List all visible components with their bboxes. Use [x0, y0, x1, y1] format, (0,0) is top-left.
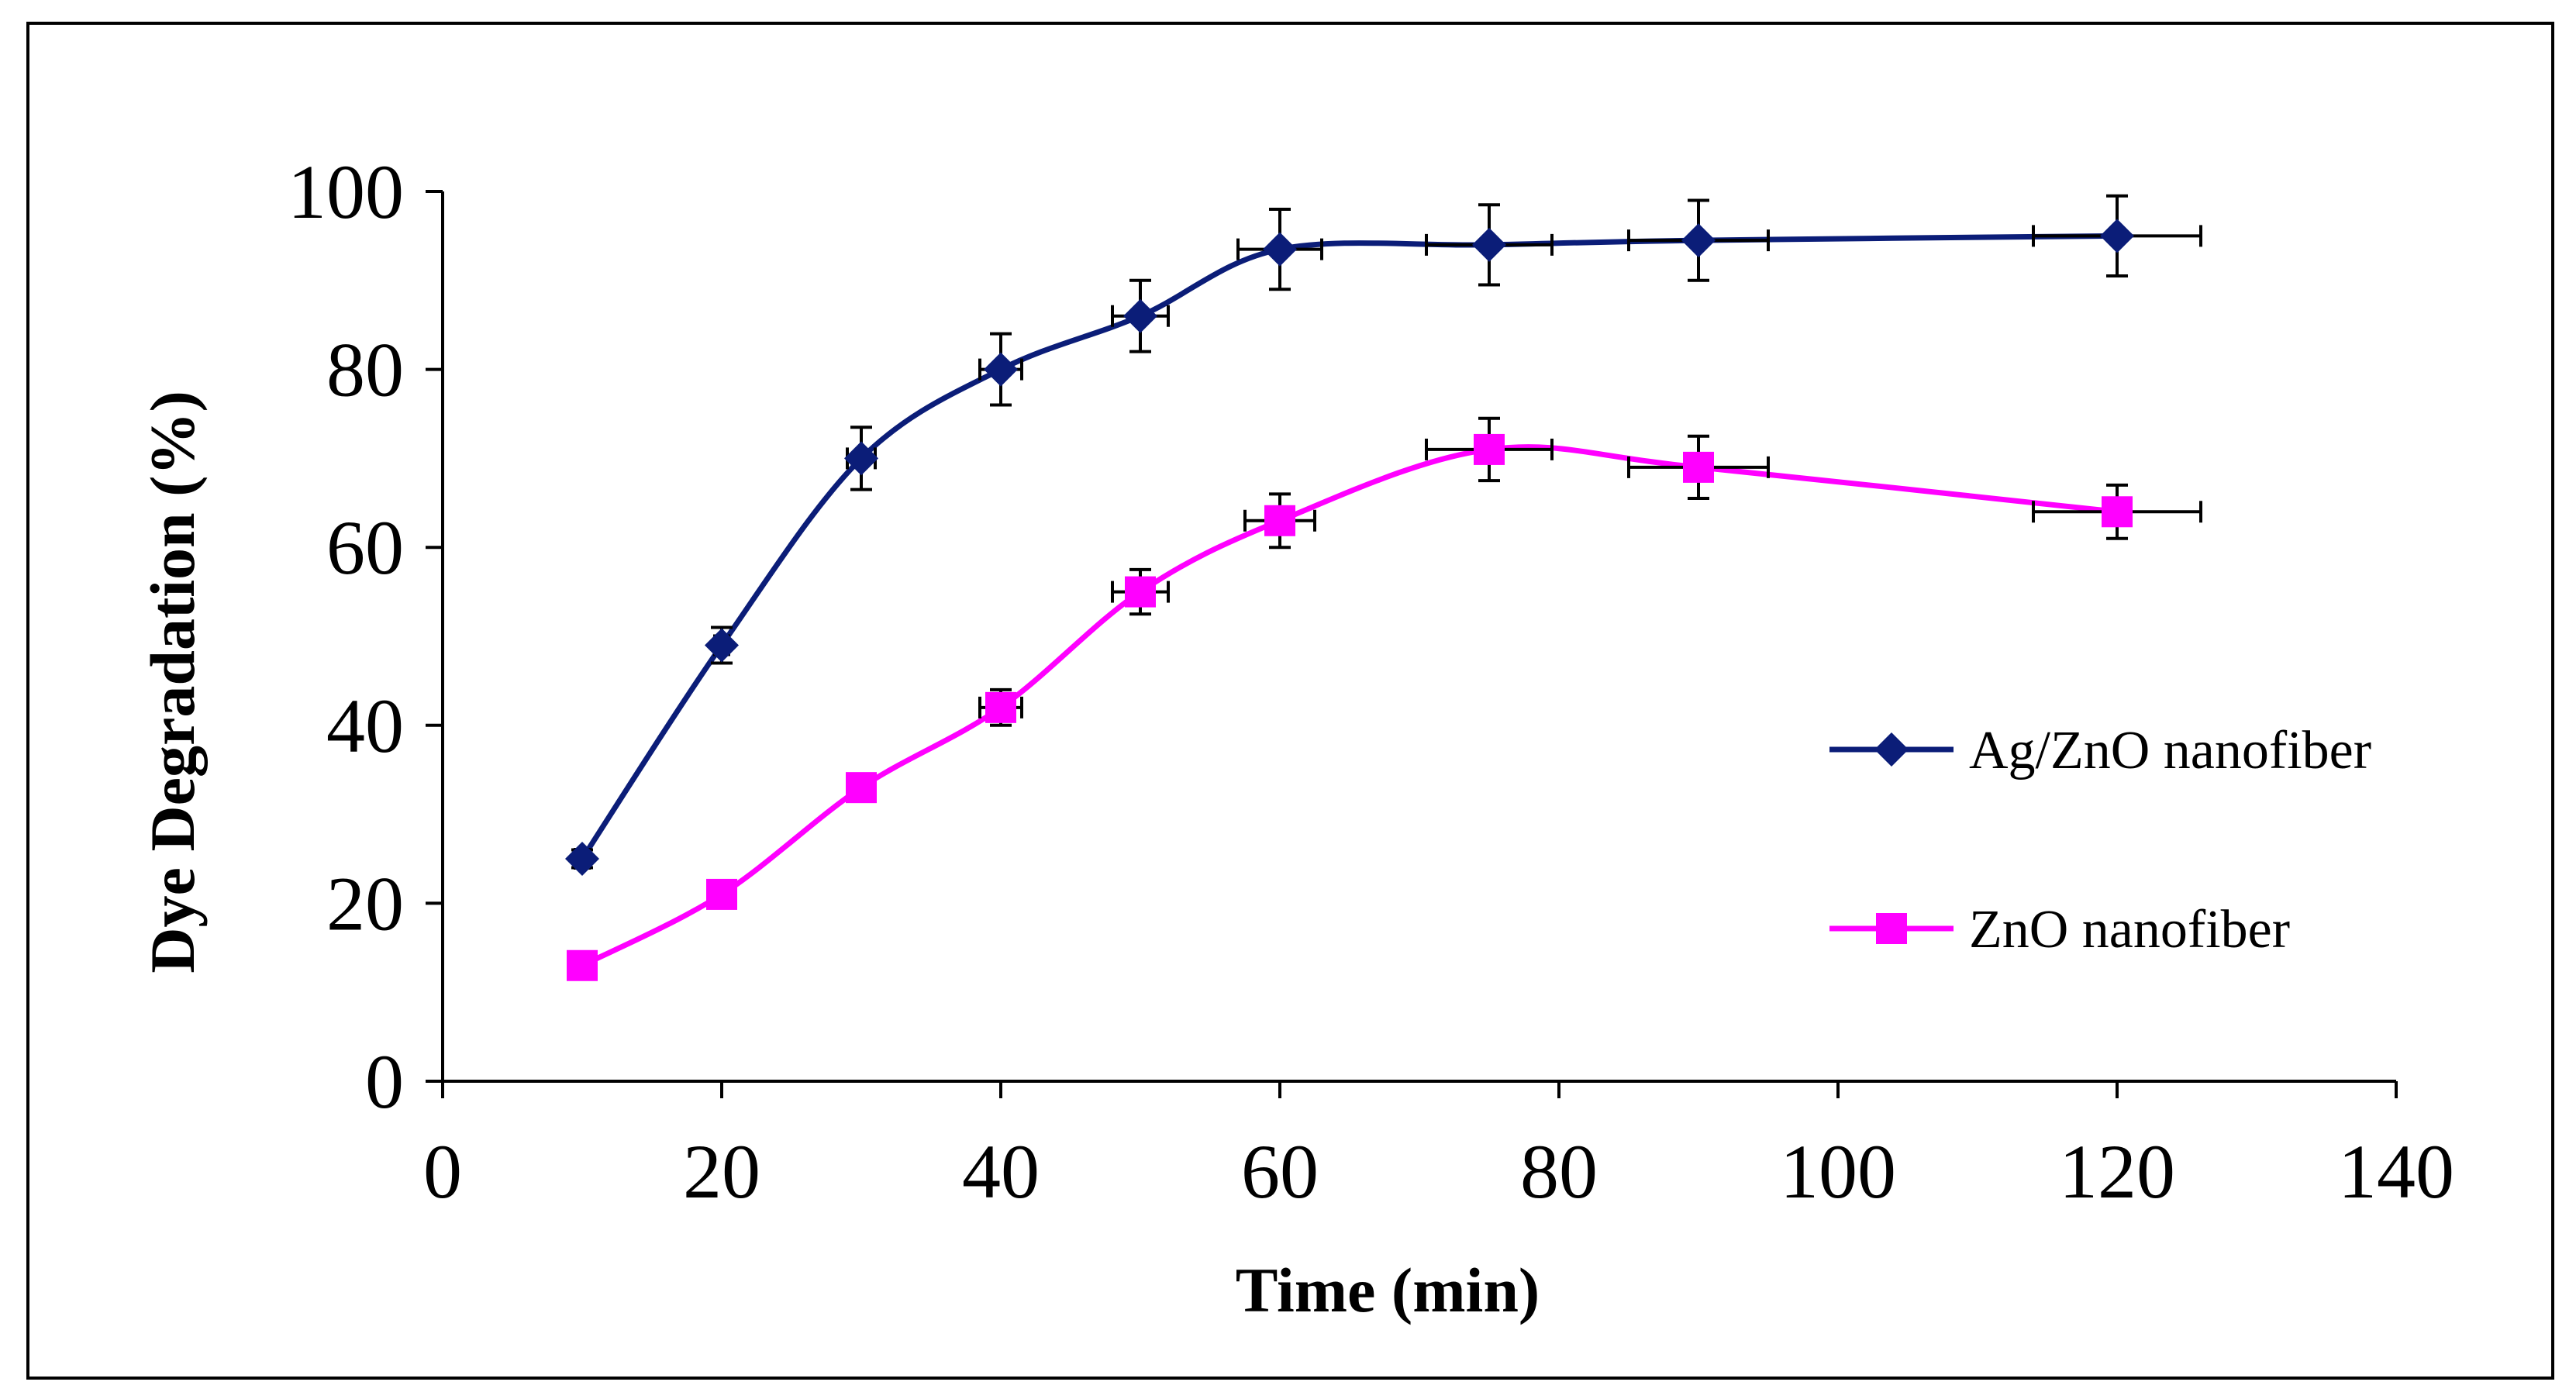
data-point: [567, 949, 598, 981]
x-tick-label: 80: [1520, 1129, 1598, 1215]
legend-marker: [1874, 732, 1909, 767]
data-point: [1125, 576, 1156, 608]
series-zno: [567, 416, 2202, 981]
legend: Ag/ZnO nanofiber ZnO nanofiber: [1829, 721, 2371, 960]
data-point: [984, 352, 1018, 387]
y-tick-label: 0: [365, 1039, 404, 1125]
series-ag-zno: [565, 194, 2202, 876]
data-point: [1472, 227, 1506, 262]
y-tick-label: 40: [326, 683, 404, 769]
data-point: [985, 691, 1016, 723]
x-tick-label: 40: [962, 1129, 1040, 1215]
x-tick-label: 140: [2338, 1129, 2454, 1215]
data-point: [1123, 298, 1157, 333]
data-point: [1681, 223, 1716, 258]
series-layer: [565, 194, 2202, 981]
y-axis-title: Dye Degradation (%): [137, 391, 208, 973]
data-point: [846, 772, 877, 804]
data-point: [565, 842, 599, 876]
data-point: [705, 628, 739, 663]
data-point: [1263, 232, 1297, 267]
y-tick-label: 100: [288, 149, 404, 235]
data-point: [2100, 219, 2134, 253]
legend-item: ZnO nanofiber: [1829, 900, 2290, 960]
x-tick-label: 60: [1241, 1129, 1319, 1215]
legend-item: Ag/ZnO nanofiber: [1829, 721, 2371, 780]
axes: 0 20 40 60 80 100 120 140 0 20 40 60 80 100: [288, 149, 2454, 1215]
x-tick-label: 120: [2059, 1129, 2175, 1215]
legend-label: ZnO nanofiber: [1969, 900, 2290, 960]
x-tick-label: 20: [683, 1129, 760, 1215]
data-point: [1474, 433, 1505, 465]
data-point: [706, 878, 737, 910]
x-tick-label: 100: [1780, 1129, 1896, 1215]
data-point: [1683, 451, 1714, 483]
x-tick-label: 0: [423, 1129, 462, 1215]
legend-label: Ag/ZnO nanofiber: [1969, 721, 2371, 780]
y-tick-label: 20: [326, 860, 404, 946]
data-point: [844, 441, 878, 476]
data-point: [2102, 496, 2133, 528]
x-axis-title: Time (min): [1236, 1255, 1540, 1325]
legend-marker: [1876, 913, 1907, 944]
y-tick-label: 60: [326, 505, 404, 591]
data-point: [1264, 505, 1295, 536]
y-tick-label: 80: [326, 327, 404, 413]
